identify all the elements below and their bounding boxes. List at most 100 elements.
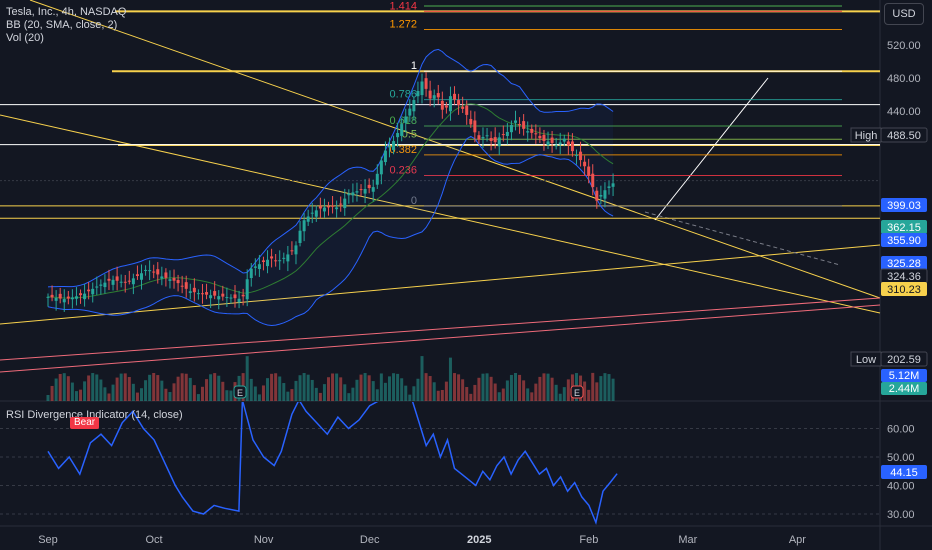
volume-bar <box>538 376 542 401</box>
symbol-legend: Tesla, Inc., 4h, NASDAQ <box>6 6 127 18</box>
candle-body <box>54 297 58 301</box>
volume-bar <box>119 373 123 401</box>
volume-bar <box>286 391 290 401</box>
volume-bar <box>62 373 66 401</box>
volume-bar <box>489 376 493 401</box>
candle-body <box>534 133 538 135</box>
volume-bar <box>331 373 335 401</box>
volume-bar <box>448 357 452 401</box>
candle-body <box>164 272 168 278</box>
candle-body <box>205 292 209 295</box>
candle-body <box>522 121 526 129</box>
volume-bar <box>327 377 331 401</box>
rsi-line <box>47 402 618 525</box>
candle-body <box>477 135 481 140</box>
candle-body <box>127 280 131 282</box>
volume-bar <box>168 392 172 401</box>
candle-body <box>347 193 351 196</box>
volume-bar <box>485 373 489 401</box>
volume-bar <box>477 377 481 401</box>
price-tag <box>880 351 928 367</box>
candle-body <box>144 269 148 271</box>
volume-bar <box>359 374 363 401</box>
volume-bar <box>518 374 522 401</box>
volume-bar <box>534 383 538 401</box>
projection-dashed <box>644 211 841 266</box>
volume-bar <box>347 393 351 401</box>
volume-bar <box>530 392 534 401</box>
fib-level-label: 0.786 <box>389 89 417 101</box>
candle-body <box>371 187 375 192</box>
candle-body <box>140 273 144 280</box>
candle-body <box>367 184 371 189</box>
volume-tag-value: 2.44M <box>889 383 920 395</box>
candle-body <box>310 212 314 214</box>
volume-bar <box>270 373 274 401</box>
candle-body <box>62 299 66 303</box>
volume-bar <box>514 373 518 401</box>
volume-bar <box>554 384 558 401</box>
volume-bar <box>558 393 562 401</box>
candle-body <box>229 297 233 299</box>
volume-bar <box>322 384 326 401</box>
candle-body <box>331 205 335 207</box>
candle-body <box>383 150 387 163</box>
volume-bar <box>58 373 62 401</box>
volume-bar <box>274 373 278 401</box>
bb-upper-band <box>47 48 614 288</box>
volume-bar <box>550 377 554 401</box>
volume-bar <box>164 388 168 401</box>
candle-body <box>282 257 286 259</box>
volume-bar <box>221 381 225 401</box>
price-tag-value: 202.59 <box>887 354 921 366</box>
candle-body <box>448 96 452 112</box>
volume-bar <box>160 380 164 401</box>
candle-body <box>135 274 139 276</box>
price-axis-tick: 480.00 <box>887 73 921 85</box>
volume-tag-value: 5.12M <box>889 370 920 382</box>
volume-bar <box>196 394 200 401</box>
candle-body <box>514 120 518 123</box>
volume-legend: Vol (20) <box>6 32 44 44</box>
volume-bar <box>225 390 229 401</box>
price-tag <box>881 233 927 247</box>
candle-body <box>591 173 595 188</box>
candle-body <box>111 279 115 285</box>
candle-body <box>469 118 473 125</box>
candle-body <box>335 207 339 210</box>
time-axis-label: Nov <box>254 534 274 546</box>
volume-bar <box>83 381 87 401</box>
volume-bar <box>131 383 135 401</box>
volume-bar <box>192 385 196 401</box>
candle-body <box>359 189 363 191</box>
candle-body <box>611 183 615 187</box>
volume-bar <box>257 394 261 401</box>
volume-bar <box>310 379 314 401</box>
candle-body <box>131 278 135 285</box>
volume-bar <box>54 378 58 401</box>
price-tag-value: 399.03 <box>887 200 921 212</box>
volume-tag <box>881 382 927 395</box>
candle-body <box>209 295 213 299</box>
volume-bar <box>481 373 485 401</box>
candle-body <box>50 294 54 298</box>
candle-body <box>160 276 164 279</box>
volume-bar <box>46 395 50 401</box>
volume-bar <box>542 373 546 401</box>
candle-body <box>58 293 62 299</box>
earnings-marker <box>570 385 584 399</box>
volume-bar <box>217 375 221 401</box>
candle-body <box>156 269 160 275</box>
bb-fill <box>48 49 614 326</box>
candle-body <box>465 105 469 115</box>
currency-button[interactable]: USD <box>884 3 924 25</box>
candle-body <box>554 145 558 147</box>
earnings-marker <box>233 385 247 399</box>
channel-lower <box>0 304 881 373</box>
volume-bar <box>497 392 501 401</box>
candle-body <box>148 270 152 272</box>
volume-bar <box>351 387 355 401</box>
candle-body <box>87 289 91 292</box>
rsi-axis-tick: 40.00 <box>887 481 915 493</box>
